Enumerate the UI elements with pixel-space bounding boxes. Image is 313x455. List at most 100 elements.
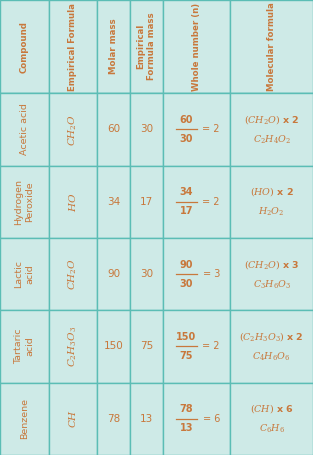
Bar <box>97 166 130 238</box>
Text: $C_6H_6$: $C_6H_6$ <box>259 423 285 435</box>
Bar <box>230 93 313 166</box>
Bar <box>97 93 130 166</box>
Text: Benzene: Benzene <box>20 398 29 440</box>
Bar <box>163 310 230 383</box>
Bar <box>130 166 163 238</box>
Bar <box>0 93 49 166</box>
Bar <box>163 238 230 310</box>
Text: 78: 78 <box>179 404 193 415</box>
Bar <box>130 383 163 455</box>
Bar <box>0 238 49 310</box>
Text: Compound: Compound <box>20 20 29 73</box>
Text: Molecular formula: Molecular formula <box>267 2 276 91</box>
Bar <box>0 310 49 383</box>
Text: $HO$: $HO$ <box>67 192 78 212</box>
Bar <box>163 93 230 166</box>
Text: 30: 30 <box>140 269 153 279</box>
Text: 90: 90 <box>180 260 193 270</box>
Bar <box>0 310 49 383</box>
Text: 75: 75 <box>180 351 193 361</box>
Text: 17: 17 <box>140 197 153 207</box>
Text: 60: 60 <box>107 125 120 134</box>
Bar <box>49 93 97 166</box>
Text: $(C_2H_3O_3)$ x 2: $(C_2H_3O_3)$ x 2 <box>239 330 304 343</box>
Text: $CH_2O$: $CH_2O$ <box>67 258 79 290</box>
Bar <box>163 310 230 383</box>
Text: $C_4H_6O_6$: $C_4H_6O_6$ <box>253 350 290 363</box>
Bar <box>130 0 163 93</box>
Text: $CH_2O$: $CH_2O$ <box>67 113 79 146</box>
Bar <box>97 310 130 383</box>
Bar <box>130 310 163 383</box>
Bar <box>163 238 230 310</box>
Text: $CH$: $CH$ <box>67 409 78 429</box>
Bar <box>163 166 230 238</box>
Text: 78: 78 <box>107 414 120 424</box>
Text: 17: 17 <box>180 206 193 216</box>
Text: 13: 13 <box>140 414 153 424</box>
Bar <box>230 383 313 455</box>
Text: 13: 13 <box>180 423 193 433</box>
Bar <box>230 238 313 310</box>
Bar <box>0 383 49 455</box>
Bar <box>97 0 130 93</box>
Bar <box>97 383 130 455</box>
Bar <box>163 93 230 166</box>
Text: Lactic
acid: Lactic acid <box>15 260 34 288</box>
Text: = 3: = 3 <box>203 269 220 279</box>
Text: 75: 75 <box>140 342 153 351</box>
Text: $H_2O_2$: $H_2O_2$ <box>258 206 285 218</box>
Bar <box>49 310 97 383</box>
Bar <box>49 310 97 383</box>
Bar <box>49 166 97 238</box>
Text: Whole number (n): Whole number (n) <box>192 3 201 91</box>
Bar <box>163 0 230 93</box>
Text: 30: 30 <box>140 125 153 134</box>
Bar <box>49 383 97 455</box>
Text: $(CH)$ x 6: $(CH)$ x 6 <box>249 402 294 415</box>
Text: Hydrogen
Peroxide: Hydrogen Peroxide <box>15 179 34 225</box>
Bar <box>230 166 313 238</box>
Bar <box>230 310 313 383</box>
Bar <box>49 0 97 93</box>
Bar <box>97 238 130 310</box>
Text: $C_2H_4O_2$: $C_2H_4O_2$ <box>253 133 290 146</box>
Bar <box>130 93 163 166</box>
Text: 90: 90 <box>107 269 120 279</box>
Text: Molar mass: Molar mass <box>109 19 118 75</box>
Bar <box>163 166 230 238</box>
Bar <box>230 0 313 93</box>
Bar <box>230 166 313 238</box>
Bar <box>230 383 313 455</box>
Bar <box>49 383 97 455</box>
Bar <box>97 93 130 166</box>
Text: $(CH_2O)$ x 2: $(CH_2O)$ x 2 <box>244 113 300 126</box>
Bar <box>130 93 163 166</box>
Text: 34: 34 <box>180 187 193 197</box>
Bar <box>0 383 49 455</box>
Text: = 2: = 2 <box>203 342 220 351</box>
Bar <box>97 310 130 383</box>
Bar <box>130 238 163 310</box>
Bar <box>163 383 230 455</box>
Text: 150: 150 <box>176 332 197 342</box>
Bar <box>163 383 230 455</box>
Bar <box>0 0 49 93</box>
Bar <box>0 93 49 166</box>
Bar <box>130 238 163 310</box>
Text: 34: 34 <box>107 197 120 207</box>
Bar <box>97 166 130 238</box>
Text: $(CH_2O)$ x 3: $(CH_2O)$ x 3 <box>244 258 299 271</box>
Bar <box>230 310 313 383</box>
Text: $(HO)$ x 2: $(HO)$ x 2 <box>249 185 294 198</box>
Text: Tartaric
acid: Tartaric acid <box>15 329 34 364</box>
Bar <box>0 238 49 310</box>
Bar <box>49 238 97 310</box>
Bar <box>130 310 163 383</box>
Bar <box>49 93 97 166</box>
Text: = 6: = 6 <box>203 414 220 424</box>
Text: Empirical
Formula mass: Empirical Formula mass <box>137 13 156 81</box>
Bar <box>230 238 313 310</box>
Text: $C_2H_3O_3$: $C_2H_3O_3$ <box>67 326 79 367</box>
Bar <box>230 93 313 166</box>
